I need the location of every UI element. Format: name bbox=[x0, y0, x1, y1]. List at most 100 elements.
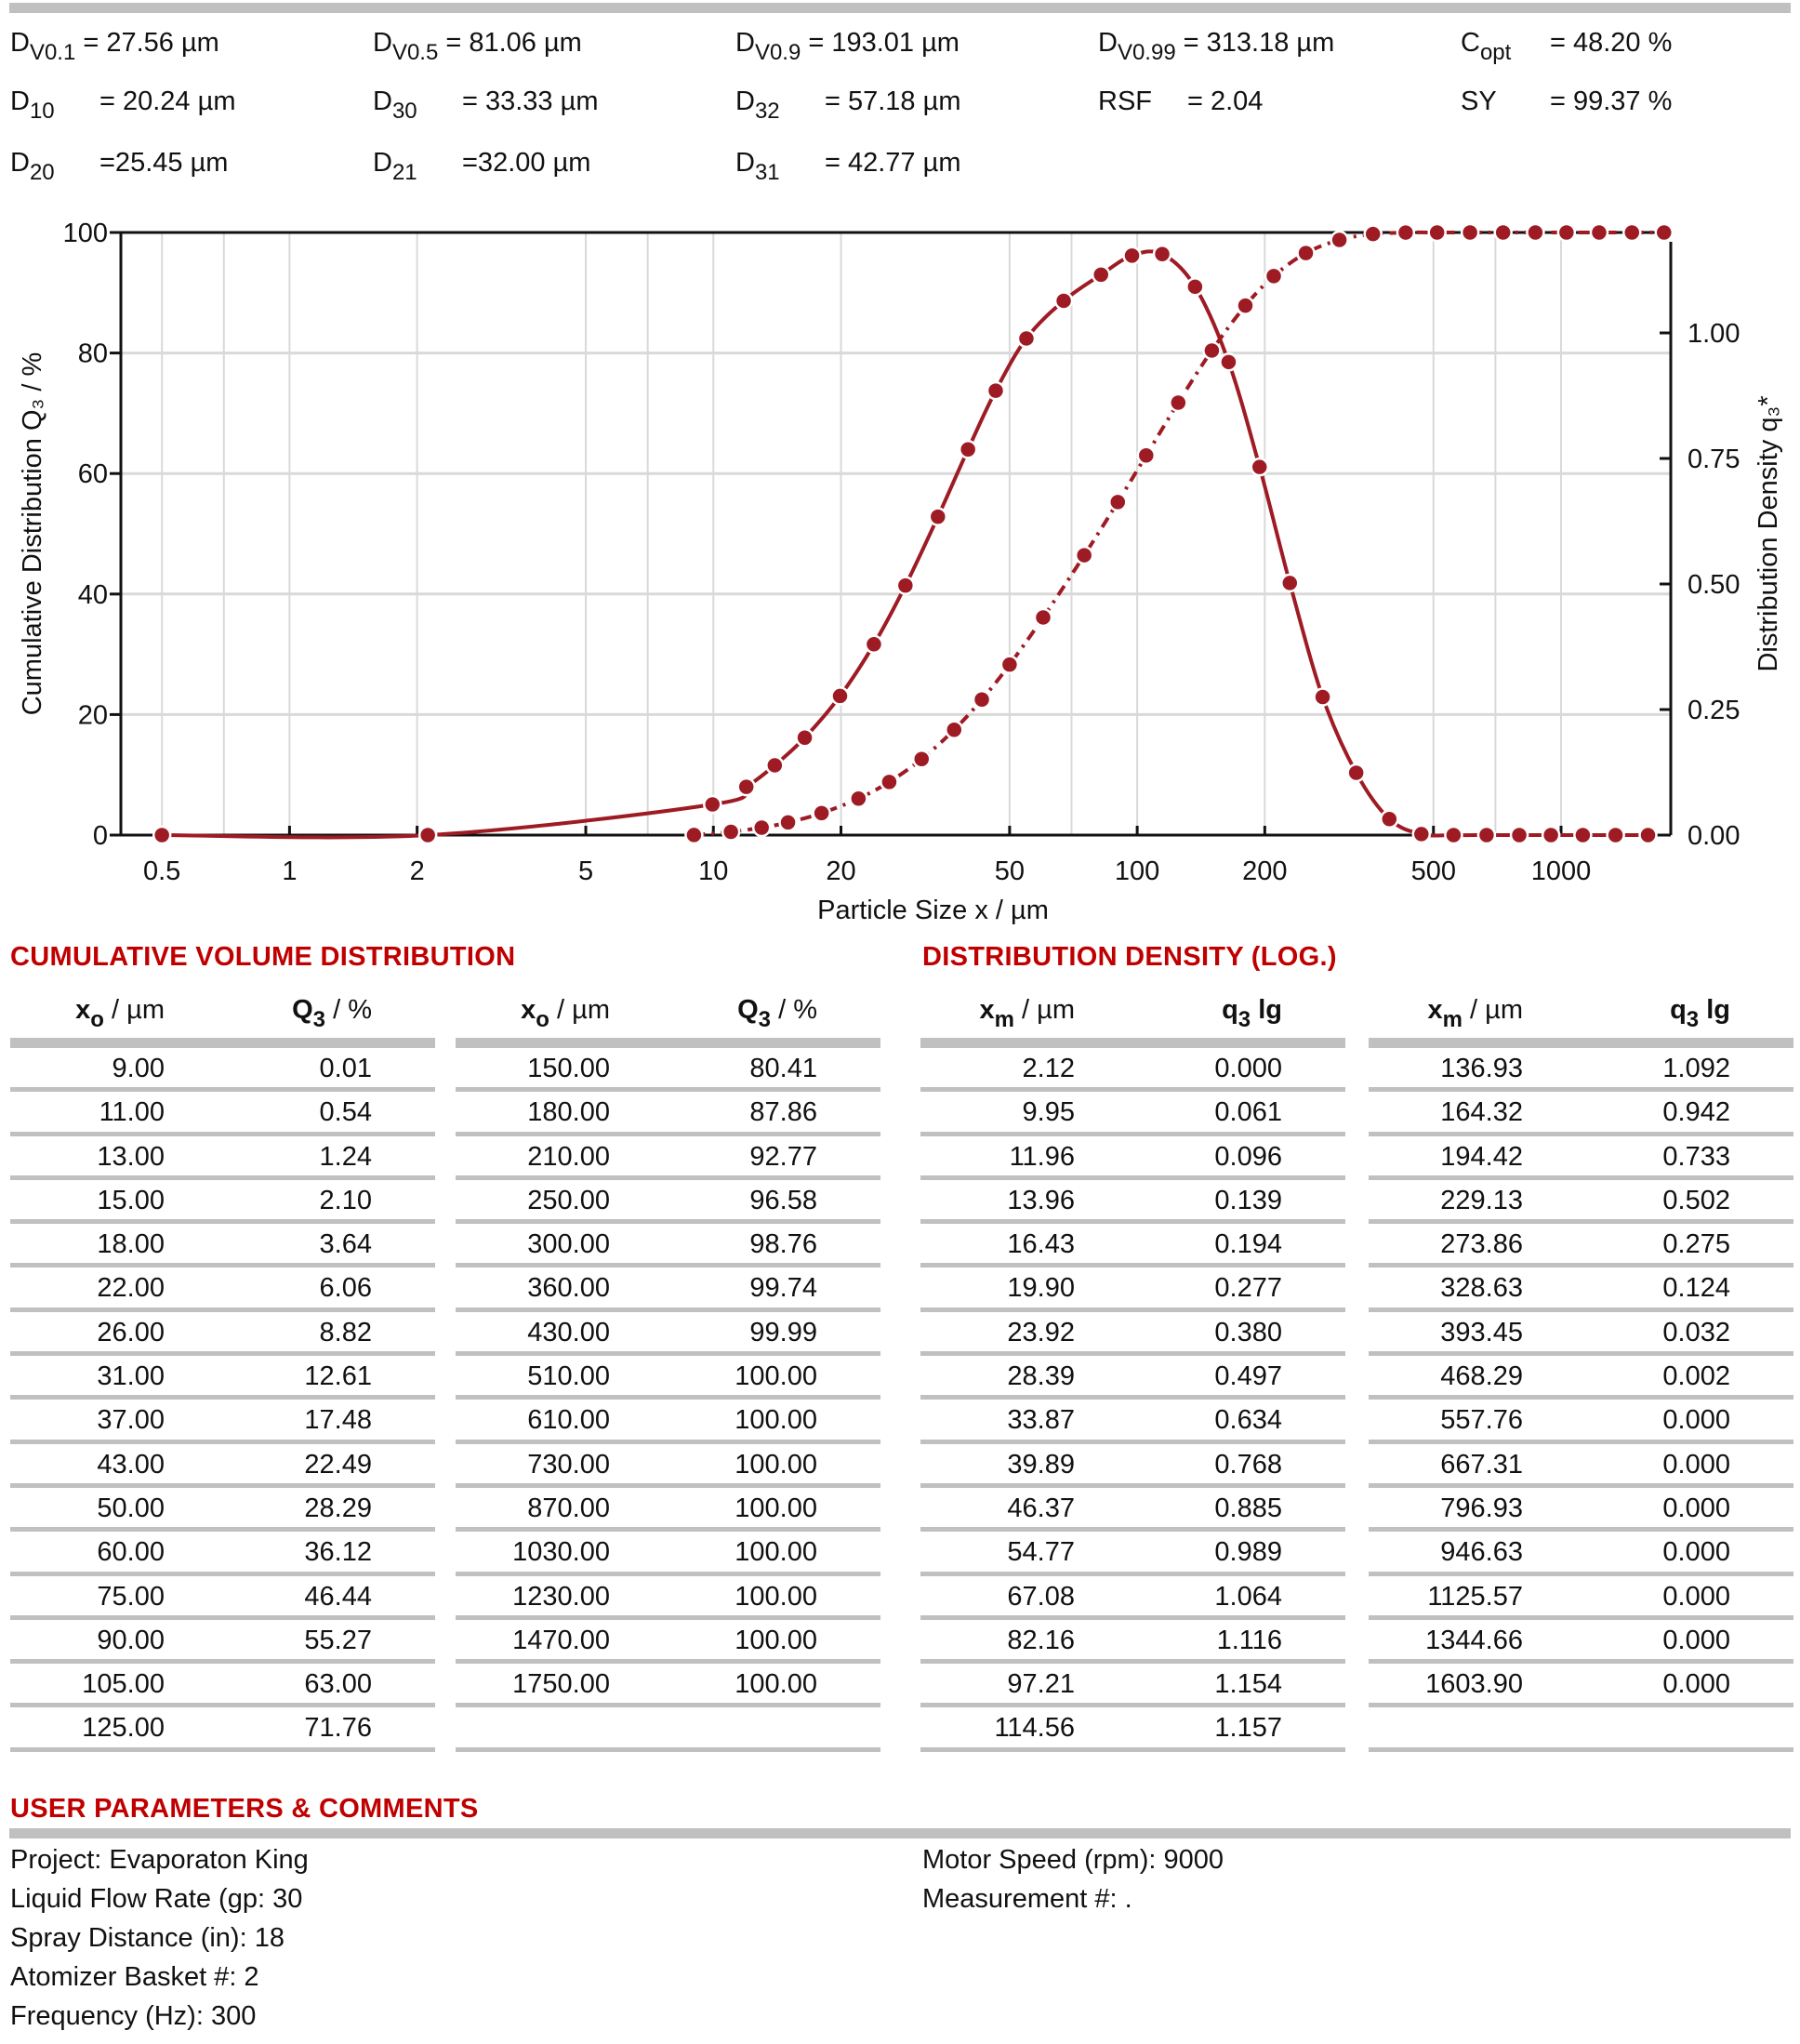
stat-symbol: D10 bbox=[10, 86, 92, 125]
cumulative-point bbox=[1654, 222, 1674, 243]
header-unit: / % bbox=[325, 995, 372, 1025]
x-tick-label: 1000 bbox=[1531, 856, 1592, 886]
column-header: Q3 / % bbox=[165, 995, 372, 1033]
cell-value: 92.77 bbox=[749, 1141, 817, 1172]
density-point bbox=[1638, 825, 1658, 845]
cell-size: 82.16 bbox=[1007, 1625, 1075, 1655]
stat-symbol-main: D bbox=[373, 86, 392, 116]
params-rule bbox=[9, 1828, 1791, 1838]
cell-size: 393.45 bbox=[1440, 1317, 1523, 1347]
stat-item: DV0.5 = 81.06 µm bbox=[373, 28, 582, 66]
cell-value: 55.27 bbox=[304, 1625, 372, 1655]
param-item: Project: Evaporaton King bbox=[10, 1845, 309, 1875]
cell-size: 37.00 bbox=[97, 1405, 165, 1436]
cell-value: 1.064 bbox=[1214, 1581, 1282, 1612]
table-row: 393.45 0.032 bbox=[1369, 1312, 1793, 1357]
x-tick-label: 20 bbox=[826, 856, 855, 886]
header-symbol: q bbox=[1670, 995, 1687, 1025]
cell-size: 194.42 bbox=[1440, 1141, 1523, 1172]
stat-symbol-main: D bbox=[10, 148, 30, 178]
header-subscript: m bbox=[994, 1007, 1014, 1032]
table-row: 13.00 1.24 bbox=[10, 1136, 435, 1180]
cell-size: 557.76 bbox=[1440, 1405, 1523, 1436]
cell-value: 0.000 bbox=[1662, 1581, 1730, 1612]
table-row: 97.21 1.154 bbox=[920, 1664, 1345, 1708]
cell-size: 360.00 bbox=[527, 1273, 610, 1304]
x-axis-label: Particle Size x / µm bbox=[817, 896, 1049, 925]
x-tick-label: 1 bbox=[282, 856, 297, 886]
stat-symbol-sub: 31 bbox=[754, 160, 780, 185]
cumulative-table: xo / µm Q3 / % 150.00 80.41 180.00 87.86 210.0… bbox=[456, 988, 880, 1752]
y2-tick-label: 0.25 bbox=[1688, 696, 1740, 725]
table-row: 1750.00 100.00 bbox=[456, 1664, 880, 1708]
cell-size: 250.00 bbox=[527, 1185, 610, 1215]
table-row: 43.00 22.49 bbox=[10, 1444, 435, 1488]
stat-symbol: D20 bbox=[10, 148, 92, 186]
column-header: xo / µm bbox=[10, 995, 165, 1033]
cell-value: 63.00 bbox=[304, 1669, 372, 1700]
param-item: Spray Distance (in): 18 bbox=[10, 1923, 285, 1953]
x-tick-label: 10 bbox=[698, 856, 728, 886]
cell-size: 11.00 bbox=[99, 1097, 165, 1128]
table-row: 1030.00 100.00 bbox=[456, 1532, 880, 1576]
cell-size: 18.00 bbox=[97, 1229, 165, 1260]
stat-value: = 20.24 µm bbox=[99, 86, 236, 116]
cumulative-point bbox=[1427, 222, 1447, 243]
cell-value: 99.74 bbox=[749, 1273, 817, 1304]
cell-value: 0.000 bbox=[1214, 1054, 1282, 1083]
density-point bbox=[1122, 246, 1142, 266]
table-row: 11.00 0.54 bbox=[10, 1092, 435, 1136]
density-point bbox=[1053, 291, 1074, 311]
header-symbol: x bbox=[521, 995, 536, 1025]
cell-value: 12.61 bbox=[304, 1361, 372, 1392]
table-row: 730.00 100.00 bbox=[456, 1444, 880, 1488]
header-symbol: x bbox=[1427, 995, 1443, 1025]
cell-value: 0.942 bbox=[1662, 1097, 1730, 1128]
table-row: 11.96 0.096 bbox=[920, 1136, 1345, 1180]
cumulative-table: xo / µm Q3 / % 9.00 0.01 11.00 0.54 13.00 1.24 1… bbox=[10, 988, 435, 1752]
cumulative-point bbox=[1526, 222, 1545, 243]
cell-size: 468.29 bbox=[1440, 1361, 1523, 1392]
density-point bbox=[1091, 265, 1111, 285]
cell-size: 60.00 bbox=[97, 1537, 165, 1568]
cell-size: 150.00 bbox=[527, 1054, 610, 1083]
cell-value: 0.139 bbox=[1214, 1185, 1282, 1215]
cell-size: 9.95 bbox=[1022, 1097, 1075, 1128]
cell-size: 43.00 bbox=[97, 1449, 165, 1480]
table-header: xm / µm q3 lg bbox=[1369, 988, 1793, 1038]
cell-size: 510.00 bbox=[527, 1361, 610, 1392]
stat-symbol-main: D bbox=[10, 28, 30, 58]
y2-tick-label: 0.00 bbox=[1688, 821, 1740, 851]
density-point bbox=[1016, 328, 1037, 349]
cumulative-point bbox=[880, 772, 899, 792]
stat-symbol-sub: 20 bbox=[29, 160, 55, 185]
header-symbol: Q bbox=[737, 995, 759, 1025]
header-unit: / µm bbox=[549, 995, 610, 1025]
stat-symbol: D21 bbox=[373, 148, 455, 186]
table-row: 180.00 87.86 bbox=[456, 1092, 880, 1136]
density-point bbox=[986, 380, 1006, 401]
x-tick-label: 2 bbox=[410, 856, 425, 886]
param-item: Frequency (Hz): 300 bbox=[10, 2001, 257, 2031]
density-point bbox=[1476, 825, 1497, 845]
table-row: 300.00 98.76 bbox=[456, 1224, 880, 1268]
stat-item: D31 = 42.77 µm bbox=[735, 148, 961, 186]
stat-item: D30 = 33.33 µm bbox=[373, 86, 599, 125]
y-tick-label: 60 bbox=[78, 459, 108, 489]
column-header: xm / µm bbox=[1369, 995, 1523, 1033]
cell-value: 3.64 bbox=[319, 1229, 372, 1260]
cell-size: 26.00 bbox=[97, 1317, 165, 1347]
density-point bbox=[958, 440, 978, 459]
y-tick-label: 40 bbox=[78, 580, 108, 610]
cell-size: 28.39 bbox=[1007, 1361, 1075, 1392]
cell-size: 328.63 bbox=[1440, 1273, 1523, 1304]
y-tick-label: 100 bbox=[63, 219, 108, 248]
cumulative-point bbox=[1264, 266, 1284, 286]
table-row: 1230.00 100.00 bbox=[456, 1576, 880, 1620]
table-row: 9.95 0.061 bbox=[920, 1092, 1345, 1136]
cell-size: 1030.00 bbox=[512, 1537, 610, 1568]
table-row: 164.32 0.942 bbox=[1369, 1092, 1793, 1136]
table-row: 28.39 0.497 bbox=[920, 1356, 1345, 1400]
cumulative-curve bbox=[694, 230, 1664, 837]
table-row: 946.63 0.000 bbox=[1369, 1532, 1793, 1576]
